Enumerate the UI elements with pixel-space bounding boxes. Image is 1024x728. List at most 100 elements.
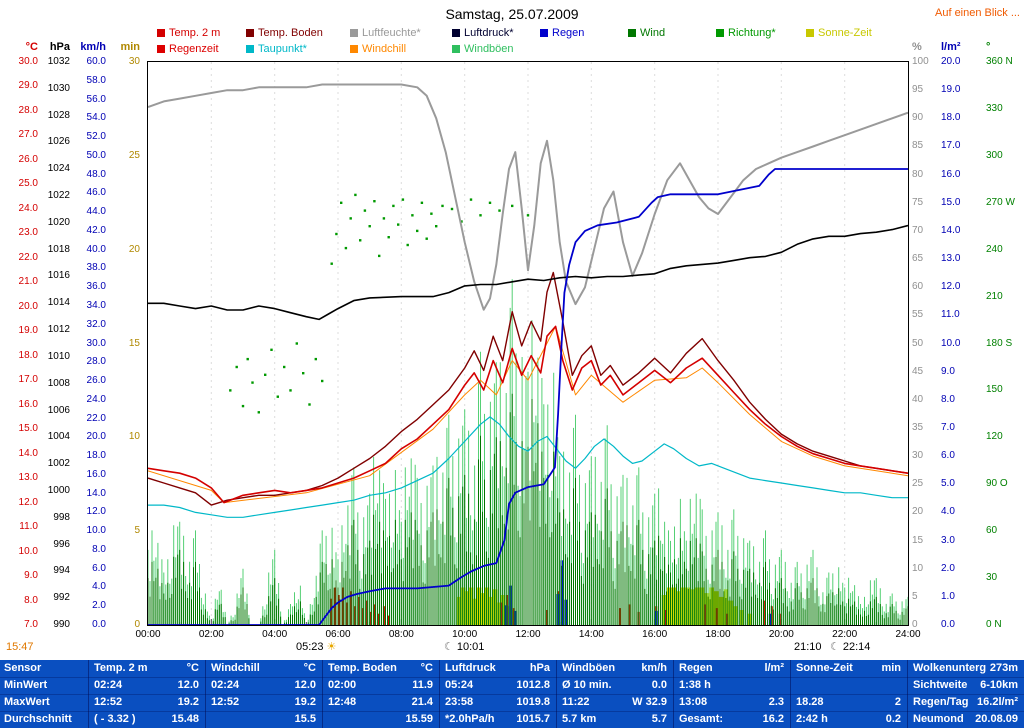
hpa-axis-tick: 990: [53, 619, 70, 630]
x-axis-tick-label: 24:00: [895, 629, 921, 640]
deg-axis-tick: 120: [986, 431, 1003, 443]
pct-axis-tick: 70: [912, 224, 924, 236]
pct-axis-tick: 90: [912, 112, 924, 124]
hpa-axis-tick: 1018: [47, 243, 70, 255]
weather-chart: [147, 62, 909, 626]
pct-axis-tick: 10: [912, 562, 924, 574]
lm2-axis-unit: l/m²: [941, 41, 961, 53]
quick-view-link[interactable]: Auf einen Blick ...: [935, 7, 1020, 19]
panel-cell-value: hPa: [529, 662, 550, 674]
pct-axis-tick: 45: [912, 365, 924, 377]
x-axis-tick-label: 12:00: [515, 629, 541, 640]
legend-item: Luftfeuchte*: [350, 27, 421, 39]
lm2-axis-tick: 8.0: [941, 393, 955, 405]
pct-axis-tick: 55: [912, 309, 924, 321]
panel-cell: 23:58 1019.8: [445, 694, 550, 711]
panel-cell-value: 2: [894, 696, 901, 708]
panel-cell-value: 0.2: [885, 713, 901, 725]
legend-label: Temp. Boden: [258, 27, 323, 39]
pct-axis-tick: 75: [912, 196, 924, 208]
temp-axis-tick: 7.0: [24, 619, 38, 630]
kmh-axis-tick: 50.0: [86, 149, 106, 161]
kmh-axis-tick: 40.0: [86, 243, 106, 255]
moonset-marker: ☾ 10:01: [444, 641, 484, 653]
temp-axis-tick: 19.0: [18, 325, 38, 337]
panel-row-label-text: MinWert: [4, 679, 48, 691]
temp-axis-tick: 17.0: [18, 374, 38, 386]
temp-axis-tick: 26.0: [18, 153, 38, 165]
panel-cell-value: °C: [186, 662, 199, 674]
legend-item: Luftdruck*: [452, 27, 514, 39]
panel-cell-label: Regen: [679, 662, 713, 674]
legend-item: Temp. 2 m: [157, 27, 220, 39]
pct-axis-tick: 35: [912, 421, 924, 433]
deg-axis-tick: 270 W: [986, 196, 1015, 208]
pct-axis-tick: 60: [912, 281, 924, 293]
panel-cell-value: W 32.9: [632, 696, 667, 708]
deg-axis-tick: 30: [986, 572, 998, 584]
panel-info-cell: Sichtweite 6-10km: [913, 677, 1018, 694]
panel-cell-value: 21.4: [411, 696, 433, 708]
panel-cell: Ø 10 min. 0.0: [562, 677, 667, 694]
x-axis-tick-label: 16:00: [642, 629, 668, 640]
series-Regen: [148, 168, 908, 626]
legend-item: Taupunkt*: [246, 43, 307, 55]
lm2-axis-tick: 9.0: [941, 365, 955, 377]
panel-info-cell: Neumond 20.08.09: [913, 711, 1018, 728]
panel-cell: ( - 3.32 ) 15.48: [94, 711, 199, 728]
temp-axis-tick: 12.0: [18, 496, 38, 508]
panel-column-header: Sonne-Zeit min: [796, 660, 901, 677]
kmh-axis-tick: 0.0: [92, 619, 106, 630]
pct-axis-tick: 40: [912, 393, 924, 405]
panel-cell: 02:24 12.0: [94, 677, 199, 694]
panel-column-header: Regen l/m²: [679, 660, 784, 677]
panel-cell-label: Wolkenunterg: [913, 662, 987, 674]
deg-axis-tick: 60: [986, 525, 998, 537]
pct-axis-unit: %: [912, 41, 922, 53]
deg-axis-tick: 330: [986, 102, 1003, 114]
kmh-axis-tick: 26.0: [86, 375, 106, 387]
kmh-axis-tick: 16.0: [86, 468, 106, 480]
panel-cell: 12:48 21.4: [328, 694, 433, 711]
legend-item: Windchill: [350, 43, 406, 55]
lm2-axis-tick: 15.0: [941, 196, 961, 208]
lm2-axis-tick: 10.0: [941, 337, 961, 349]
panel-cell-label: 12:48: [328, 696, 357, 708]
kmh-axis-tick: 12.0: [86, 506, 106, 518]
panel-divider: [907, 660, 908, 728]
panel-cell-label: 02:00: [328, 679, 357, 691]
legend-item: Richtung*: [716, 27, 776, 39]
kmh-axis-tick: 32.0: [86, 318, 106, 330]
hpa-axis-tick: 1014: [47, 297, 70, 309]
kmh-axis-unit: km/h: [80, 41, 106, 53]
panel-cell-label: Windchill: [211, 662, 260, 674]
panel-cell-value: 19.2: [294, 696, 316, 708]
legend-swatch-icon: [157, 29, 165, 37]
panel-cell: 1:38 h: [679, 677, 784, 694]
legend-item: Temp. Boden: [246, 27, 323, 39]
panel-cell-label: Luftdruck: [445, 662, 496, 674]
hpa-axis-tick: 994: [53, 565, 70, 577]
panel-column-header: Windchill °C: [211, 660, 316, 677]
panel-cell-value: 1015.7: [516, 713, 550, 725]
panel-cell: 13:08 2.3: [679, 694, 784, 711]
kmh-axis-tick: 20.0: [86, 431, 106, 443]
min-axis-tick: 15: [128, 337, 140, 349]
temp-axis-tick: 16.0: [18, 398, 38, 410]
pct-axis-tick: 50: [912, 337, 924, 349]
legend-swatch-icon: [350, 45, 358, 53]
legend-item: Wind: [628, 27, 665, 39]
legend-swatch-icon: [716, 29, 724, 37]
temp-axis-tick: 9.0: [24, 570, 38, 582]
legend-label: Windchill: [362, 43, 407, 55]
hpa-axis-tick: 1032: [47, 56, 70, 67]
legend-swatch-icon: [452, 29, 460, 37]
temp-axis-tick: 13.0: [18, 472, 38, 484]
lm2-axis-tick: 7.0: [941, 421, 955, 433]
temp-axis-tick: 11.0: [19, 521, 38, 533]
pct-axis-tick: 5: [912, 590, 918, 602]
deg-axis-unit: °: [986, 41, 991, 53]
panel-info-cell: Regen/Tag 16.2l/m²: [913, 694, 1018, 711]
x-axis-tick-label: 04:00: [262, 629, 288, 640]
deg-axis-tick: 240: [986, 243, 1003, 255]
